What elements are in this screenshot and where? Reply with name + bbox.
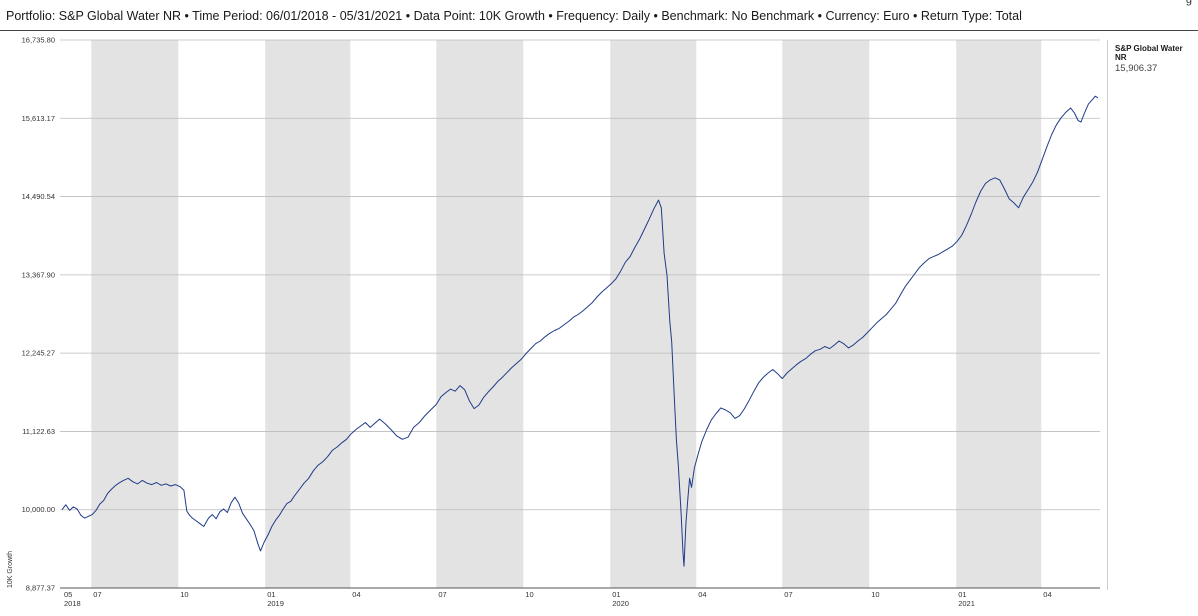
x-tick-label: 10 — [525, 590, 533, 599]
y-tick-label: 12,245.27 — [22, 349, 55, 358]
corner-mark: g — [1185, 0, 1192, 6]
x-tick-label: 05 — [64, 590, 72, 599]
legend-divider — [1107, 40, 1108, 590]
x-tick-label: 04 — [352, 590, 360, 599]
y-axis-ticks: 16,735.80 15,613.17 14,490.54 13,367.90 12,2… — [22, 36, 55, 593]
header-rule — [0, 30, 1198, 31]
gridlines — [60, 39, 1100, 511]
x-tick-label: 01 — [612, 590, 620, 599]
y-tick-label: 10,000.00 — [22, 505, 55, 514]
quarter-band-5 — [782, 40, 870, 588]
x-tick-label: 04 — [698, 590, 706, 599]
x-tick-year-label: 2021 — [958, 599, 975, 608]
quarter-band-3 — [436, 40, 524, 588]
x-tick-label: 04 — [1043, 590, 1051, 599]
report-header: Portfolio: S&P Global Water NR • Time Pe… — [6, 9, 1022, 23]
x-tick-label: 07 — [93, 590, 101, 599]
y-tick-label: 16,735.80 — [22, 36, 55, 45]
x-tick-label: 10 — [180, 590, 188, 599]
x-tick-year-label: 2019 — [267, 599, 284, 608]
quarter-band-6 — [956, 40, 1042, 588]
x-tick-label: 07 — [784, 590, 792, 599]
y-axis-label: 10K Growth — [7, 551, 14, 588]
y-tick-label: 15,613.17 — [22, 114, 55, 123]
quarter-bands — [91, 40, 1042, 588]
x-tick-year-label: 2018 — [64, 599, 81, 608]
quarter-band-1 — [91, 40, 179, 588]
legend-series-value: 15,906.37 — [1115, 63, 1158, 74]
x-tick-label: 07 — [438, 590, 446, 599]
y-tick-label: 11,122.63 — [22, 427, 55, 436]
y-tick-label: 8,877.37 — [26, 584, 55, 593]
series-line-sp-global-water — [61, 95, 1099, 567]
x-tick-label: 10 — [871, 590, 879, 599]
quarter-band-2 — [265, 40, 351, 588]
quarter-band-4 — [610, 40, 697, 588]
x-tick-label: 01 — [958, 590, 966, 599]
x-tick-label: 01 — [267, 590, 275, 599]
y-tick-label: 14,490.54 — [22, 192, 55, 201]
legend-series-name: S&P Global Water NR — [1115, 44, 1183, 62]
x-tick-year-label: 2020 — [612, 599, 629, 608]
legend: S&P Global Water NR 15,906.37 — [1115, 44, 1195, 75]
y-tick-label: 13,367.90 — [22, 270, 55, 279]
